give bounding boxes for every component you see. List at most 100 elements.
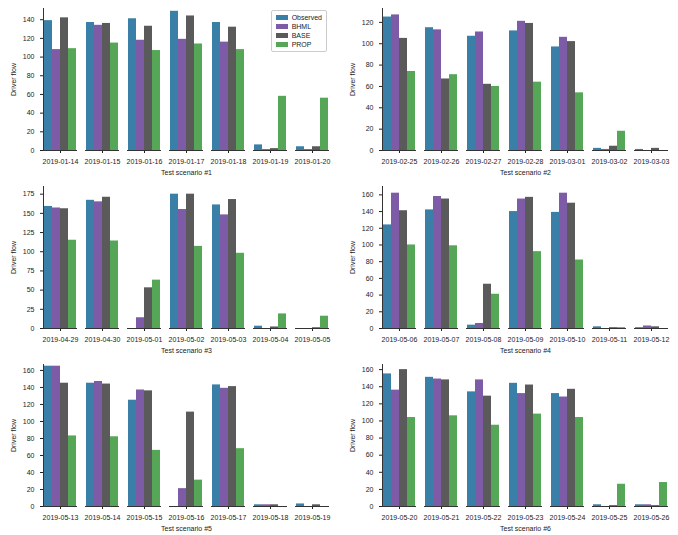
- svg-text:80: 80: [366, 434, 374, 441]
- svg-text:100: 100: [362, 241, 374, 248]
- svg-text:2019-05-12: 2019-05-12: [634, 336, 670, 343]
- svg-text:125: 125: [23, 229, 35, 236]
- svg-text:2019-05-24: 2019-05-24: [550, 514, 586, 521]
- svg-text:160: 160: [23, 367, 35, 374]
- svg-text:2019-05-25: 2019-05-25: [592, 514, 628, 521]
- svg-text:100: 100: [362, 40, 374, 47]
- svg-text:2019-03-02: 2019-03-02: [592, 158, 628, 165]
- svg-text:160: 160: [362, 191, 374, 198]
- svg-text:2019-05-14: 2019-05-14: [85, 514, 121, 521]
- svg-text:2019-01-19: 2019-01-19: [253, 158, 289, 165]
- svg-text:120: 120: [362, 225, 374, 232]
- svg-text:0: 0: [370, 147, 374, 154]
- svg-text:100: 100: [362, 417, 374, 424]
- svg-text:75: 75: [27, 267, 35, 274]
- svg-text:60: 60: [27, 91, 35, 98]
- svg-text:2019-01-20: 2019-01-20: [295, 158, 331, 165]
- svg-text:20: 20: [366, 308, 374, 315]
- svg-text:Driver flow: Driver flow: [349, 418, 356, 452]
- svg-text:2019-05-16: 2019-05-16: [169, 514, 205, 521]
- svg-text:2019-04-29: 2019-04-29: [43, 336, 79, 343]
- svg-text:2019-05-04: 2019-05-04: [253, 336, 289, 343]
- svg-text:2019-05-22: 2019-05-22: [466, 514, 502, 521]
- svg-text:2019-03-01: 2019-03-01: [550, 158, 586, 165]
- svg-text:60: 60: [366, 275, 374, 282]
- svg-text:Driver flow: Driver flow: [10, 418, 17, 452]
- svg-text:20: 20: [27, 128, 35, 135]
- svg-text:2019-05-06: 2019-05-06: [382, 336, 418, 343]
- svg-text:2019-05-21: 2019-05-21: [424, 514, 460, 521]
- svg-text:2019-05-23: 2019-05-23: [508, 514, 544, 521]
- svg-text:2019-01-18: 2019-01-18: [211, 158, 247, 165]
- svg-text:2019-05-10: 2019-05-10: [550, 336, 586, 343]
- svg-text:120: 120: [23, 401, 35, 408]
- svg-text:50: 50: [27, 286, 35, 293]
- svg-text:2019-02-27: 2019-02-27: [466, 158, 502, 165]
- svg-text:2019-01-17: 2019-01-17: [169, 158, 205, 165]
- svg-text:2019-05-01: 2019-05-01: [127, 336, 163, 343]
- svg-text:Test scenario #2: Test scenario #2: [500, 169, 551, 176]
- svg-text:80: 80: [366, 61, 374, 68]
- svg-text:80: 80: [366, 258, 374, 265]
- svg-text:2019-02-28: 2019-02-28: [508, 158, 544, 165]
- svg-text:40: 40: [366, 104, 374, 111]
- svg-text:2019-05-20: 2019-05-20: [382, 514, 418, 521]
- svg-text:40: 40: [27, 469, 35, 476]
- svg-text:120: 120: [362, 19, 374, 26]
- svg-text:2019-05-03: 2019-05-03: [211, 336, 247, 343]
- svg-text:2019-05-09: 2019-05-09: [508, 336, 544, 343]
- svg-text:80: 80: [27, 72, 35, 79]
- svg-text:2019-05-26: 2019-05-26: [634, 514, 670, 521]
- svg-text:Driver flow: Driver flow: [10, 240, 17, 274]
- svg-text:2019-01-16: 2019-01-16: [127, 158, 163, 165]
- svg-text:Test scenario #3: Test scenario #3: [161, 347, 212, 354]
- svg-text:60: 60: [366, 451, 374, 458]
- svg-text:Test scenario #4: Test scenario #4: [500, 347, 551, 354]
- svg-text:25: 25: [27, 306, 35, 313]
- svg-text:2019-05-15: 2019-05-15: [127, 514, 163, 521]
- svg-text:60: 60: [27, 452, 35, 459]
- svg-text:2019-05-18: 2019-05-18: [253, 514, 289, 521]
- svg-text:175: 175: [23, 190, 35, 197]
- svg-text:Test scenario #1: Test scenario #1: [161, 169, 212, 176]
- svg-text:20: 20: [366, 125, 374, 132]
- svg-text:2019-05-08: 2019-05-08: [466, 336, 502, 343]
- svg-text:20: 20: [366, 486, 374, 493]
- svg-text:100: 100: [23, 248, 35, 255]
- svg-text:Driver flow: Driver flow: [349, 62, 356, 96]
- svg-text:60: 60: [366, 83, 374, 90]
- svg-text:2019-01-15: 2019-01-15: [85, 158, 121, 165]
- svg-text:0: 0: [31, 147, 35, 154]
- svg-text:40: 40: [27, 109, 35, 116]
- svg-text:0: 0: [370, 325, 374, 332]
- svg-text:140: 140: [362, 383, 374, 390]
- svg-text:Driver flow: Driver flow: [349, 240, 356, 274]
- svg-text:100: 100: [23, 53, 35, 60]
- svg-text:2019-05-13: 2019-05-13: [43, 514, 79, 521]
- svg-text:Test scenario #5: Test scenario #5: [161, 525, 212, 532]
- svg-text:2019-05-05: 2019-05-05: [295, 336, 331, 343]
- svg-text:2019-04-30: 2019-04-30: [85, 336, 121, 343]
- svg-text:0: 0: [31, 325, 35, 332]
- svg-text:0: 0: [31, 503, 35, 510]
- svg-text:2019-02-25: 2019-02-25: [382, 158, 418, 165]
- svg-text:140: 140: [362, 208, 374, 215]
- svg-text:140: 140: [23, 384, 35, 391]
- svg-text:100: 100: [23, 418, 35, 425]
- svg-text:2019-01-14: 2019-01-14: [43, 158, 79, 165]
- svg-text:120: 120: [23, 35, 35, 42]
- svg-text:80: 80: [27, 435, 35, 442]
- svg-text:2019-05-02: 2019-05-02: [169, 336, 205, 343]
- svg-text:40: 40: [366, 469, 374, 476]
- svg-text:Test scenario #6: Test scenario #6: [500, 525, 551, 532]
- svg-text:Driver flow: Driver flow: [10, 62, 17, 96]
- svg-text:150: 150: [23, 210, 35, 217]
- svg-text:2019-03-03: 2019-03-03: [634, 158, 670, 165]
- svg-text:0: 0: [370, 503, 374, 510]
- svg-text:2019-02-26: 2019-02-26: [424, 158, 460, 165]
- svg-text:2019-05-11: 2019-05-11: [592, 336, 627, 343]
- svg-text:160: 160: [362, 366, 374, 373]
- svg-text:140: 140: [23, 16, 35, 23]
- svg-text:40: 40: [366, 291, 374, 298]
- svg-text:2019-05-17: 2019-05-17: [211, 514, 247, 521]
